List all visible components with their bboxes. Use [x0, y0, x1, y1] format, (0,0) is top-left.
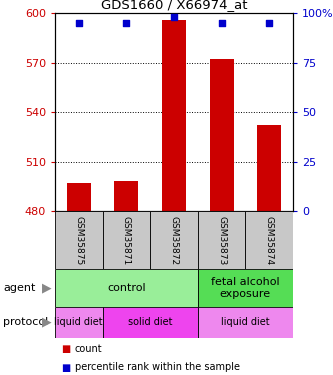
Text: agent: agent	[3, 283, 36, 293]
Bar	[55, 269, 198, 307]
Text: control: control	[107, 283, 146, 293]
Point	[76, 20, 82, 26]
Text: liquid diet: liquid diet	[221, 317, 270, 327]
Bar	[55, 307, 103, 338]
Point	[266, 20, 272, 26]
Point	[124, 20, 129, 26]
Text: count: count	[75, 344, 103, 354]
Bar	[162, 20, 186, 211]
Bar	[115, 182, 138, 211]
Bar	[257, 125, 281, 211]
Bar	[103, 211, 150, 269]
Text: GSM35871: GSM35871	[122, 216, 131, 265]
Text: ■: ■	[62, 344, 71, 354]
Text: ■: ■	[62, 363, 71, 372]
Bar	[198, 307, 293, 338]
Text: fetal alcohol
exposure: fetal alcohol exposure	[211, 277, 280, 299]
Bar	[210, 59, 233, 211]
Bar	[103, 307, 198, 338]
Text: liquid diet: liquid diet	[54, 317, 103, 327]
Text: protocol: protocol	[3, 317, 49, 327]
Text: GSM35875: GSM35875	[74, 216, 83, 265]
Text: percentile rank within the sample: percentile rank within the sample	[75, 363, 240, 372]
Bar	[67, 183, 91, 211]
Point	[219, 20, 224, 26]
Text: ▶: ▶	[42, 316, 51, 328]
Bar	[245, 211, 293, 269]
Point	[171, 14, 176, 20]
Bar	[198, 269, 293, 307]
Text: GSM35872: GSM35872	[169, 216, 178, 265]
Text: solid diet: solid diet	[128, 317, 172, 327]
Bar	[198, 211, 245, 269]
Text: GSM35874: GSM35874	[265, 216, 274, 265]
Text: ▶: ▶	[42, 282, 51, 294]
Title: GDS1660 / X66974_at: GDS1660 / X66974_at	[101, 0, 247, 10]
Bar	[150, 211, 198, 269]
Text: GSM35873: GSM35873	[217, 216, 226, 265]
Bar	[55, 211, 103, 269]
